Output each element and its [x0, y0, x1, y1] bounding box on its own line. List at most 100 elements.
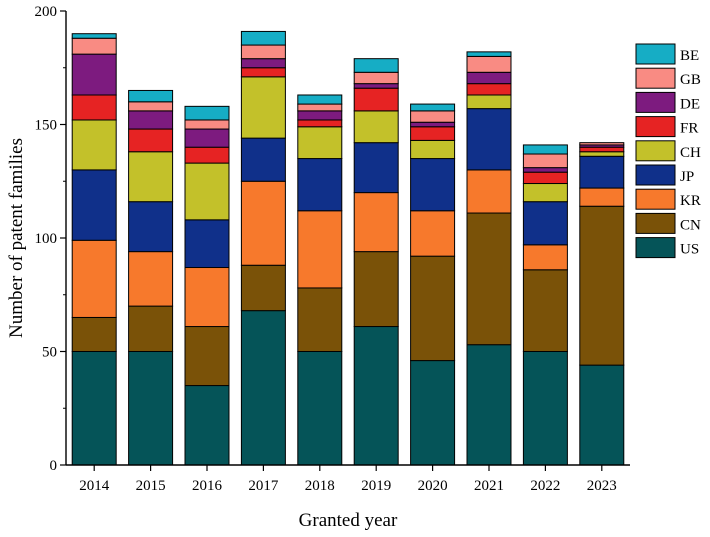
bar-2018-us [297, 351, 343, 466]
bar-2022-ch [522, 183, 568, 203]
bar-2016-be [184, 105, 230, 121]
bar-2017-kr [240, 180, 286, 266]
bar-2018-kr [297, 210, 343, 289]
legend-swatch-gb [635, 67, 676, 89]
bar-2016-gb [184, 119, 230, 130]
bar-2019-cn [353, 251, 399, 328]
legend-label-fr: FR [680, 121, 698, 137]
y-tick-label: 150 [35, 118, 58, 134]
bar-2020-de [410, 121, 456, 128]
bar-2023-ch [579, 151, 625, 157]
bar-2017-fr [240, 67, 286, 78]
bar-2015-us [128, 351, 174, 466]
bar-2018-be [297, 94, 343, 105]
bar-2022-be [522, 144, 568, 155]
axes-layer: 2014 2015 2016 2017 2018 2019 2020 2021 2022 2023… [35, 4, 630, 494]
legend-label-gb: GB [680, 72, 701, 88]
bar-2022-us [522, 351, 568, 466]
x-tick-label: 2018 [305, 478, 335, 494]
legend-swatch-fr [635, 116, 676, 138]
bar-2016-kr [184, 267, 230, 328]
bar-2018-de [297, 110, 343, 121]
y-tick-label: 50 [42, 345, 57, 361]
bar-2019-be [353, 58, 399, 73]
bar-2022-jp [522, 201, 568, 246]
bar-2015-de [128, 110, 174, 130]
legend-swatch-de [635, 91, 676, 113]
bar-2022-kr [522, 244, 568, 271]
bar-2015-be [128, 89, 174, 103]
bar-2021-us [466, 344, 512, 466]
bar-2018-gb [297, 103, 343, 112]
legend-label-de: DE [680, 96, 700, 112]
x-tick-label: 2019 [361, 478, 391, 494]
bar-2017-be [240, 30, 286, 46]
y-tick-label: 100 [35, 231, 58, 247]
bar-2020-be [410, 103, 456, 112]
legend-swatch-jp [635, 164, 676, 186]
bar-2017-jp [240, 137, 286, 182]
x-tick-label: 2014 [79, 478, 110, 494]
y-tick-label: 200 [35, 4, 58, 20]
bar-2019-us [353, 326, 399, 466]
bar-2022-de [522, 167, 568, 173]
x-tick-label: 2021 [474, 478, 504, 494]
bar-2017-de [240, 58, 286, 69]
bar-2020-jp [410, 158, 456, 212]
bar-2022-gb [522, 153, 568, 169]
bar-2023-fr [579, 146, 625, 153]
bar-2017-ch [240, 76, 286, 139]
bar-2014-us [71, 351, 117, 466]
bar-2018-cn [297, 287, 343, 353]
x-tick-label: 2020 [418, 478, 448, 494]
bar-2021-cn [466, 212, 512, 346]
bar-2017-us [240, 310, 286, 466]
x-axis-title: Granted year [299, 510, 398, 531]
bar-2020-ch [410, 139, 456, 160]
bar-2017-gb [240, 44, 286, 60]
y-axis-title: Number of patent families [6, 138, 27, 338]
bar-2022-cn [522, 269, 568, 352]
bar-2023-jp [579, 155, 625, 189]
bar-2021-fr [466, 83, 512, 96]
bar-2020-us [410, 360, 456, 466]
legend-label-us: US [680, 242, 699, 258]
bar-2015-gb [128, 101, 174, 112]
bar-2019-ch [353, 110, 399, 144]
bar-2021-de [466, 71, 512, 85]
bar-2018-jp [297, 158, 343, 212]
bar-2020-fr [410, 126, 456, 141]
bar-2016-fr [184, 146, 230, 164]
bar-2014-cn [71, 316, 117, 353]
y-tick-label: 0 [50, 458, 58, 474]
bar-2016-cn [184, 326, 230, 387]
legend-swatch-be [635, 43, 676, 65]
bar-2019-gb [353, 71, 399, 85]
legend-label-ch: CH [680, 145, 701, 161]
bar-2016-de [184, 128, 230, 148]
bar-2023-gb [579, 142, 625, 146]
bar-2014-kr [71, 239, 117, 318]
bar-2015-jp [128, 201, 174, 253]
bars-layer [71, 30, 625, 466]
bar-2018-fr [297, 119, 343, 128]
bar-2023-us [579, 364, 625, 466]
legend-swatch-ch [635, 140, 676, 162]
bar-2021-jp [466, 108, 512, 171]
x-tick-label: 2023 [587, 478, 617, 494]
bar-2021-ch [466, 94, 512, 110]
bar-2014-ch [71, 119, 117, 171]
bar-2017-cn [240, 264, 286, 312]
bar-2020-kr [410, 210, 456, 257]
bar-2016-us [184, 385, 230, 466]
bar-2021-gb [466, 55, 512, 73]
legend-swatch-kr [635, 188, 676, 210]
bar-2020-cn [410, 255, 456, 362]
bar-2019-de [353, 83, 399, 89]
bar-2023-kr [579, 187, 625, 207]
legend: BE GB DE FR CH JP KR CN US [635, 43, 701, 259]
legend-label-cn: CN [680, 217, 701, 233]
legend-label-kr: KR [680, 193, 701, 209]
bar-2020-gb [410, 110, 456, 123]
